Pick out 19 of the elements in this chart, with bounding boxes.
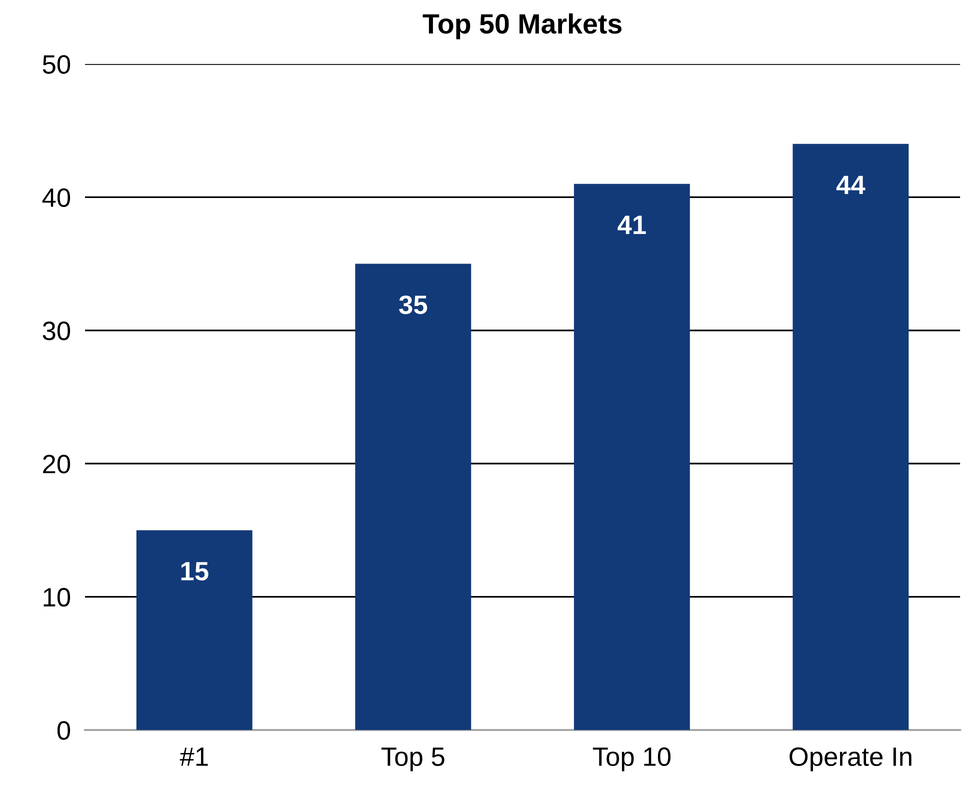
data-label: 44	[836, 176, 866, 194]
chart-title: Top 50 Markets	[422, 13, 622, 40]
x-tick-label: Top 5	[381, 748, 444, 772]
data-label: 15	[181, 562, 208, 581]
x-tick-label: Top 10	[592, 747, 671, 772]
bar	[136, 530, 252, 730]
y-tick-label: 30	[42, 322, 70, 340]
y-tick-label: 40	[42, 188, 70, 208]
y-tick-label: 20	[43, 454, 70, 474]
y-tick-label: 0	[57, 721, 70, 740]
data-label: 35	[399, 295, 428, 314]
x-tick-label: Operate In	[790, 747, 912, 772]
x-tick-label: #1	[180, 748, 208, 766]
data-label: 41	[618, 216, 646, 234]
bar	[355, 264, 472, 730]
y-tick-label: 10	[44, 588, 70, 607]
y-tick-label: 50	[42, 55, 70, 74]
bar	[792, 144, 909, 730]
bar	[574, 184, 690, 730]
